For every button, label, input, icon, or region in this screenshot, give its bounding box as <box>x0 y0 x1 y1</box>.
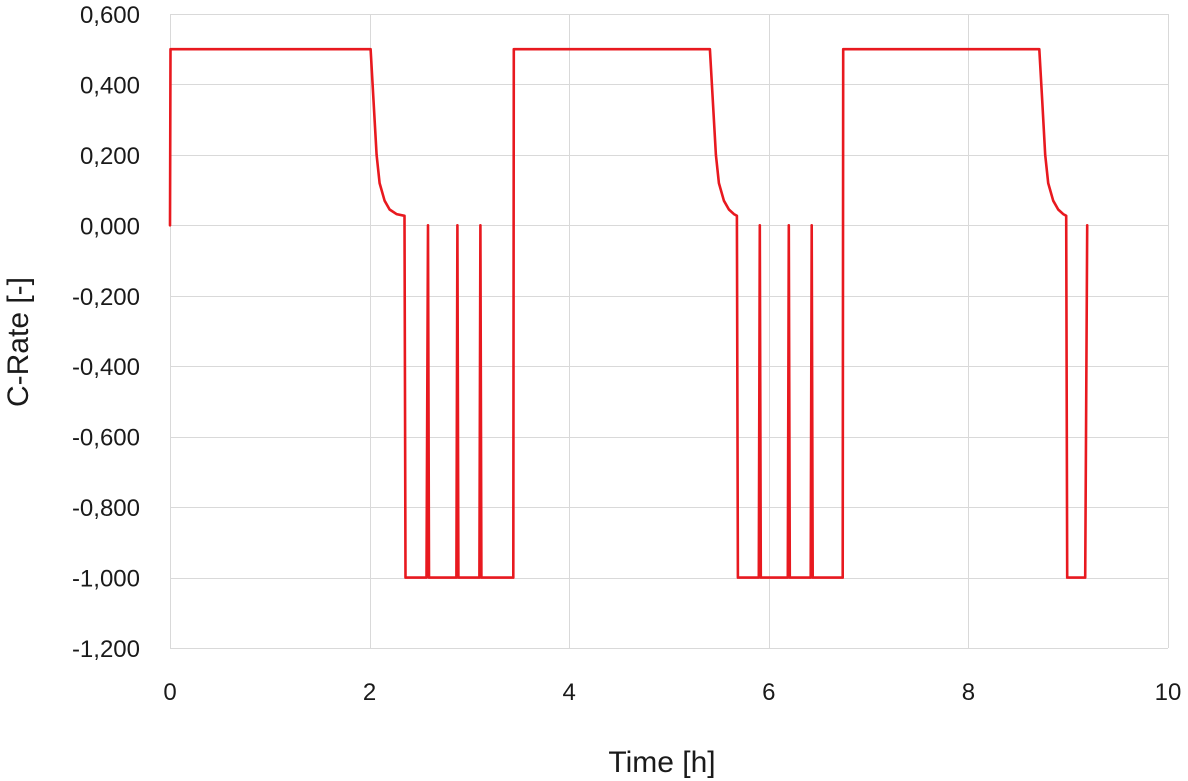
x-tick-label: 0 <box>163 679 176 706</box>
y-tick-label: 0,400 <box>80 72 140 99</box>
series-group <box>168 47 1089 579</box>
x-tick-label: 2 <box>363 679 376 706</box>
y-tick-label: 0,000 <box>80 213 140 240</box>
x-tick-label: 6 <box>762 679 775 706</box>
y-tick-label: -1,200 <box>72 636 140 663</box>
gridlines <box>170 14 1169 649</box>
y-tick-label: 0,600 <box>80 2 140 29</box>
x-tick-label: 10 <box>1155 679 1182 706</box>
x-tick-label: 8 <box>962 679 975 706</box>
series-line <box>168 47 1089 579</box>
y-tick-label: -1,000 <box>72 566 140 593</box>
y-axis-title: C-Rate [-] <box>2 277 35 407</box>
y-tick-label: 0,200 <box>80 143 140 170</box>
y-tick-label: -0,600 <box>72 425 140 452</box>
x-tick-label: 4 <box>563 679 576 706</box>
x-axis-title: Time [h] <box>608 746 715 779</box>
y-tick-label: -0,800 <box>72 495 140 522</box>
y-tick-label: -0,200 <box>72 284 140 311</box>
y-tick-label: -0,400 <box>72 354 140 381</box>
y-axis-ticks: 0,600 0,400 0,200 0,000 -0,200 -0,400 -0,600 -0… <box>72 2 140 663</box>
x-axis-ticks: 0 2 4 6 8 10 <box>163 679 1181 706</box>
